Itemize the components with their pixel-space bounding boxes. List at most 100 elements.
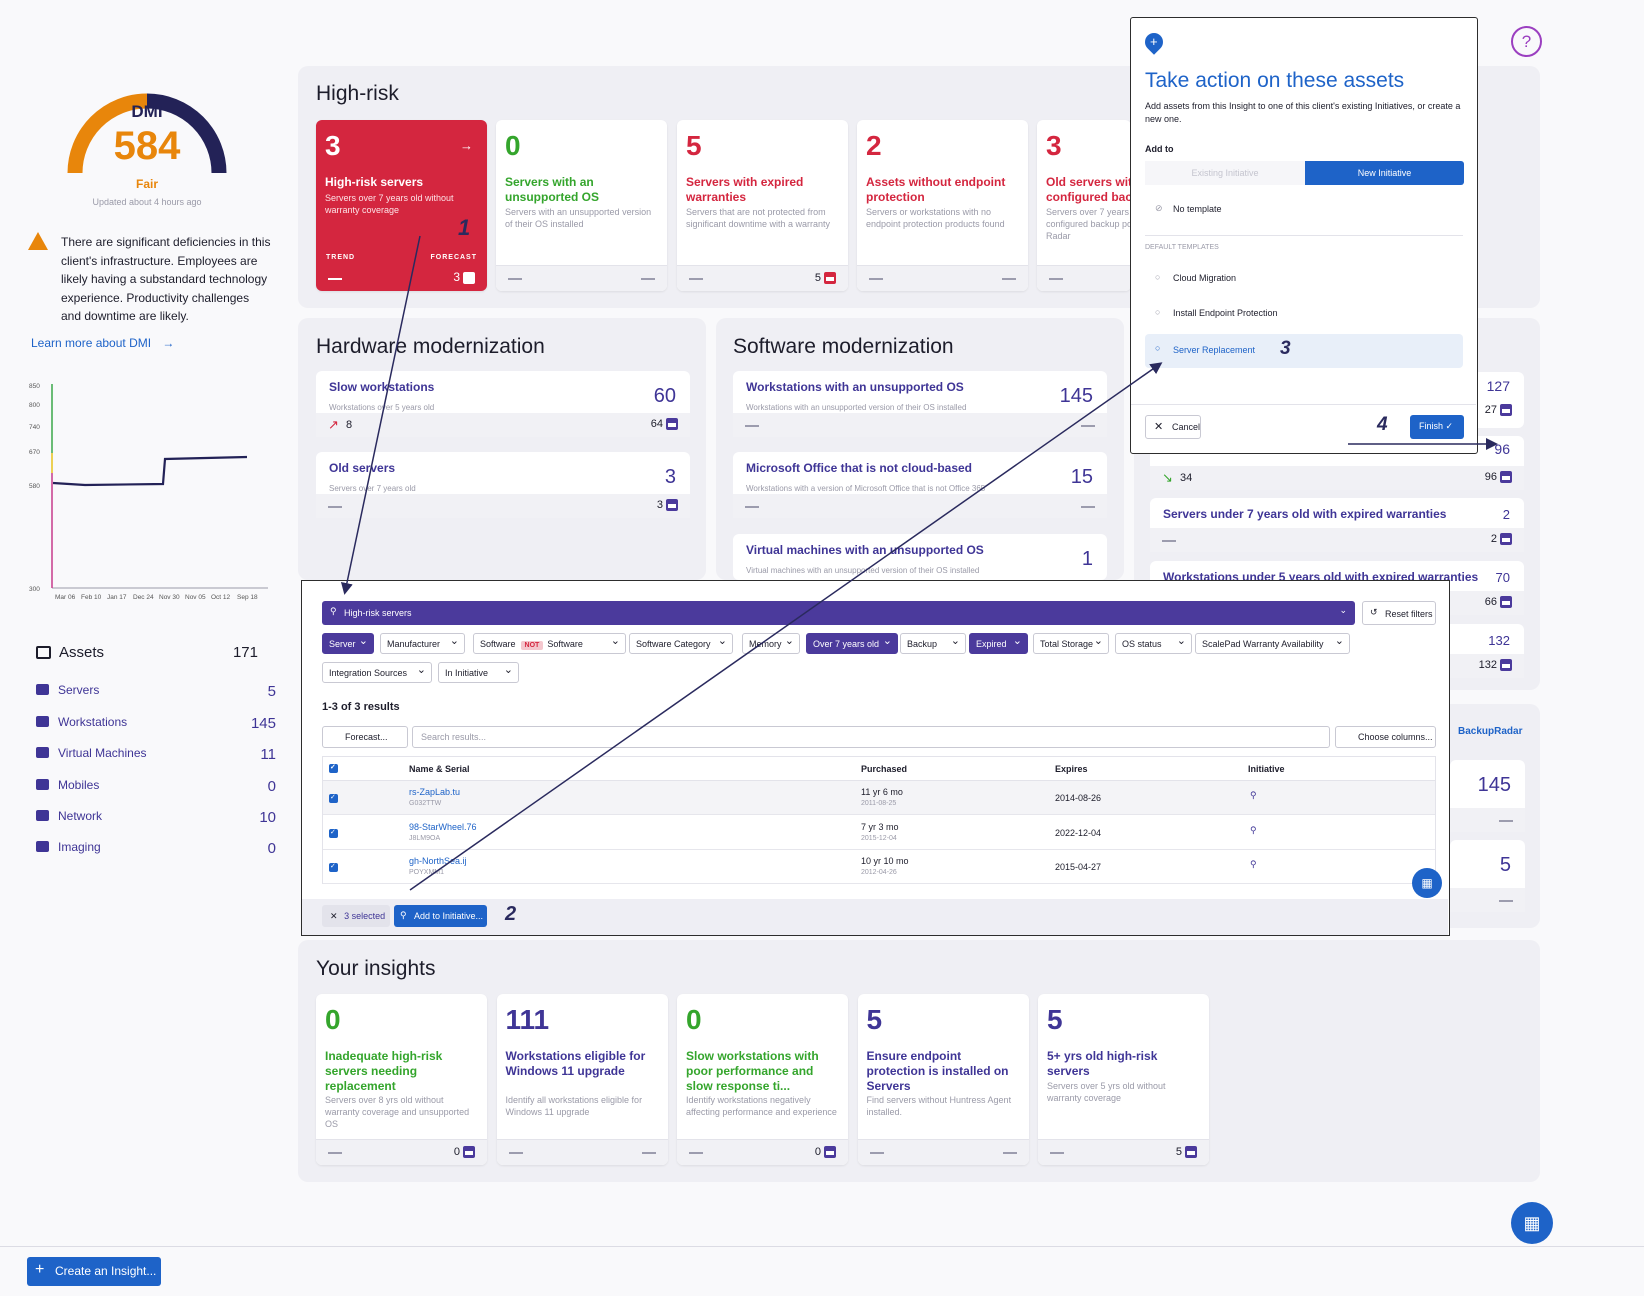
filter-chip[interactable]: Total Storage bbox=[1033, 633, 1109, 654]
table-header: Name & Serial Purchased Expires Initiati… bbox=[323, 757, 1435, 781]
learn-more-link[interactable]: Learn more about DMI → bbox=[31, 336, 174, 350]
filter-chip[interactable]: Expired bbox=[969, 633, 1028, 654]
trend-label: TREND bbox=[326, 254, 356, 261]
tab-new-initiative[interactable]: New Initiative bbox=[1305, 161, 1464, 185]
filter-chip[interactable]: Integration Sources bbox=[322, 662, 432, 683]
filter-chip[interactable]: In Initiative bbox=[438, 662, 519, 683]
filter-chip[interactable]: Backup bbox=[900, 633, 966, 654]
backup-card-2[interactable]: 5 bbox=[1450, 840, 1525, 912]
select-all-checkbox[interactable] bbox=[329, 763, 338, 773]
choose-columns-button[interactable]: Choose columns... bbox=[1335, 726, 1436, 748]
insight-card-endpoint-protection[interactable]: 2 Assets without endpoint protection Ser… bbox=[857, 120, 1028, 291]
filter-chip[interactable]: Software Category bbox=[629, 633, 733, 654]
clear-selection-button[interactable]: ✕ 3 selected bbox=[322, 905, 390, 927]
item-count: 15 bbox=[1070, 466, 1093, 488]
template-server-replacement[interactable]: ○ Server Replacement bbox=[1145, 334, 1463, 368]
purchased-date: 2015-12-04 bbox=[861, 834, 897, 842]
insight-card-unsupported-os[interactable]: 0 Servers with an unsupported OS Servers… bbox=[496, 120, 667, 291]
card-title: Slow workstations with poor performance … bbox=[686, 1049, 819, 1093]
row-checkbox[interactable] bbox=[329, 828, 338, 838]
hardware-item-old-servers[interactable]: Old servers Servers over 7 years old 3 3 bbox=[316, 452, 690, 518]
your-insight-card[interactable]: 111 Workstations eligible for Windows 11 … bbox=[496, 994, 668, 1165]
col-expires[interactable]: Expires bbox=[1055, 764, 1088, 774]
x-tick-label: Nov 05 bbox=[185, 594, 206, 601]
asset-label: Network bbox=[58, 809, 103, 823]
asset-name-link[interactable]: gh-NorthSea.ij bbox=[409, 856, 467, 866]
insight-card-old-servers-backup[interactable]: 3 Old servers with configured back Serve… bbox=[1037, 120, 1131, 291]
filter-chip[interactable]: Manufacturer bbox=[380, 633, 465, 654]
your-insight-card[interactable]: 5 Ensure endpoint protection is installed… bbox=[857, 994, 1029, 1165]
forecast-number: 132 bbox=[1478, 659, 1497, 671]
x-tick-label: Feb 10 bbox=[81, 594, 102, 601]
card-title: High-risk servers bbox=[325, 175, 424, 189]
finish-button[interactable]: Finish ✓ bbox=[1410, 415, 1464, 439]
selected-count: 3 selected bbox=[344, 911, 386, 921]
col-initiative[interactable]: Initiative bbox=[1248, 764, 1285, 774]
filter-chip[interactable]: Over 7 years old bbox=[806, 633, 898, 654]
your-insight-card[interactable]: 5 5+ yrs old high-risk servers Servers ove… bbox=[1038, 994, 1209, 1165]
insight-card-expired-warranties[interactable]: 5 Servers with expired warranties Server… bbox=[677, 120, 848, 291]
col-name[interactable]: Name & Serial bbox=[409, 764, 470, 774]
add-to-initiative-button[interactable]: ⚲ Add to Initiative... bbox=[394, 905, 487, 927]
step-badge-4: 4 bbox=[1377, 414, 1388, 435]
initiative-pin-icon[interactable]: ⚲ bbox=[1250, 790, 1257, 800]
software-item-office[interactable]: Microsoft Office that is not cloud-based… bbox=[733, 452, 1107, 518]
your-insight-card[interactable]: 0 Inadequate high-risk servers needing re… bbox=[316, 994, 487, 1165]
table-row[interactable]: 98-StarWheel.76 J8LM9OA 7 yr 3 mo 2015-12-0… bbox=[323, 816, 1435, 850]
search-input[interactable]: Search results... bbox=[412, 726, 1330, 748]
filter-label: Manufacturer bbox=[387, 639, 441, 649]
results-table: Name & Serial Purchased Expires Initiati… bbox=[322, 756, 1436, 884]
dashboard-fab[interactable]: ▦ bbox=[1511, 1202, 1553, 1244]
table-row[interactable]: rs-ZapLab.tu G032TTW 11 yr 6 mo 2011-08-25 2… bbox=[323, 781, 1435, 815]
template-cloud-migration[interactable]: ○ Cloud Migration bbox=[1145, 272, 1463, 295]
row-checkbox[interactable] bbox=[329, 862, 338, 872]
reset-icon: ↺ bbox=[1370, 607, 1378, 617]
card-count: 0 bbox=[686, 1004, 702, 1035]
insight-card-high-risk-servers[interactable]: 3 → High-risk servers Servers over 7 yea… bbox=[316, 120, 487, 291]
grid-fab[interactable]: ▦ bbox=[1412, 868, 1442, 898]
option-no-template[interactable]: ⊘ No template bbox=[1145, 203, 1463, 224]
asset-name-link[interactable]: 98-StarWheel.76 bbox=[409, 821, 477, 832]
card-count: 5 bbox=[1047, 1004, 1063, 1035]
initiative-pin-icon[interactable]: ⚲ bbox=[1250, 824, 1257, 835]
row-checkbox[interactable] bbox=[329, 793, 338, 803]
right-item-servers-expired[interactable]: Servers under 7 years old with expired w… bbox=[1150, 498, 1524, 552]
initiative-pin-icon[interactable]: ⚲ bbox=[1250, 859, 1257, 869]
filter-chip[interactable]: Memory bbox=[742, 633, 800, 654]
hardware-item-slow-workstations[interactable]: Slow workstations Workstations over 5 ye… bbox=[316, 371, 690, 437]
tab-existing-initiative[interactable]: Existing Initiative bbox=[1145, 161, 1305, 185]
filter-chip[interactable]: Server bbox=[322, 633, 374, 654]
item-footer bbox=[1450, 888, 1525, 912]
forecast-number: 96 bbox=[1484, 471, 1497, 483]
software-item-unsupported-os[interactable]: Workstations with an unsupported OS Work… bbox=[733, 371, 1107, 437]
reset-filters-button[interactable]: ↺ Reset filters bbox=[1362, 601, 1436, 625]
explorer-header[interactable]: ⚲ High-risk servers ⌄ bbox=[322, 601, 1355, 625]
asset-count: 5 bbox=[267, 683, 276, 700]
pin-icon: ⚲ bbox=[330, 606, 337, 616]
template-install-endpoint[interactable]: ○ Install Endpoint Protection bbox=[1145, 307, 1463, 330]
asset-name-link[interactable]: rs-ZapLab.tu bbox=[409, 787, 461, 797]
trend-dash bbox=[328, 278, 342, 280]
create-insight-button[interactable]: + Create an Insight... bbox=[27, 1257, 161, 1286]
your-insight-card[interactable]: 0 Slow workstations with poor performance… bbox=[677, 994, 848, 1165]
filter-chip[interactable]: OS status bbox=[1115, 633, 1192, 654]
forecast-select[interactable]: Forecast... bbox=[322, 726, 408, 748]
card-count: 0 bbox=[325, 1004, 341, 1035]
col-purchased[interactable]: Purchased bbox=[861, 764, 908, 774]
card-desc: Servers over 8 yrs old without warranty … bbox=[325, 1095, 470, 1129]
table-row[interactable]: gh-NorthSea.ij POYXMM1 10 yr 10 mo 2012-04-… bbox=[323, 850, 1435, 884]
item-footer: 3 bbox=[316, 494, 690, 518]
card-title: Servers with expired warranties bbox=[686, 175, 804, 204]
backup-card-1[interactable]: 145 bbox=[1450, 760, 1525, 832]
y-tick-label: 580 bbox=[29, 483, 40, 490]
help-icon[interactable]: ? bbox=[1511, 26, 1542, 57]
cancel-button[interactable]: ✕ Cancel bbox=[1145, 415, 1201, 439]
step-badge-3: 3 bbox=[1280, 338, 1291, 359]
software-item-vm-unsupported-os[interactable]: Virtual machines with an unsupported OS … bbox=[733, 534, 1107, 580]
item-footer bbox=[733, 494, 1107, 518]
forecast-value: 3 bbox=[453, 270, 475, 284]
filter-chip[interactable]: Software NOT Software bbox=[473, 633, 626, 654]
asset-label: Virtual Machines bbox=[58, 746, 147, 760]
card-footer bbox=[496, 1139, 668, 1165]
filter-chip[interactable]: ScalePad Warranty Availability bbox=[1195, 633, 1350, 654]
